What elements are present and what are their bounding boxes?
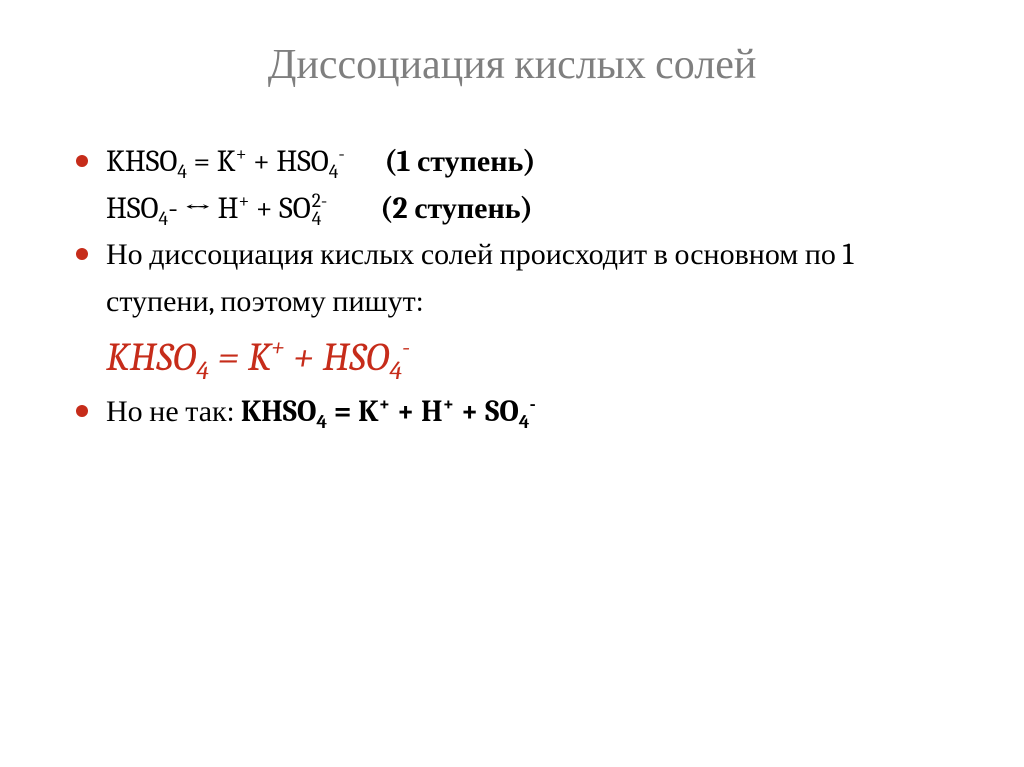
slide-body: KHSO4 = K+ + HSO4- (1 ступень)HSO4- ↔ H+… — [60, 139, 964, 436]
bullet-line: Но диссоциация кислых солей происходит в… — [70, 232, 964, 325]
bullet-line: KHSO4 = K+ + HSO4- (1 ступень) — [70, 139, 964, 186]
slide: Диссоциация кислых солей KHSO4 = K+ + HS… — [0, 0, 1024, 767]
text-line: HSO4- ↔ H+ + SO2-4 (2 ступень) — [70, 186, 964, 233]
slide-title: Диссоциация кислых солей — [60, 40, 964, 89]
text-line: KHSO4 = K+ + HSO4- — [70, 325, 964, 389]
bullet-line: Но не так: KHSO4 = K+ + H+ + SO4- — [70, 389, 964, 436]
